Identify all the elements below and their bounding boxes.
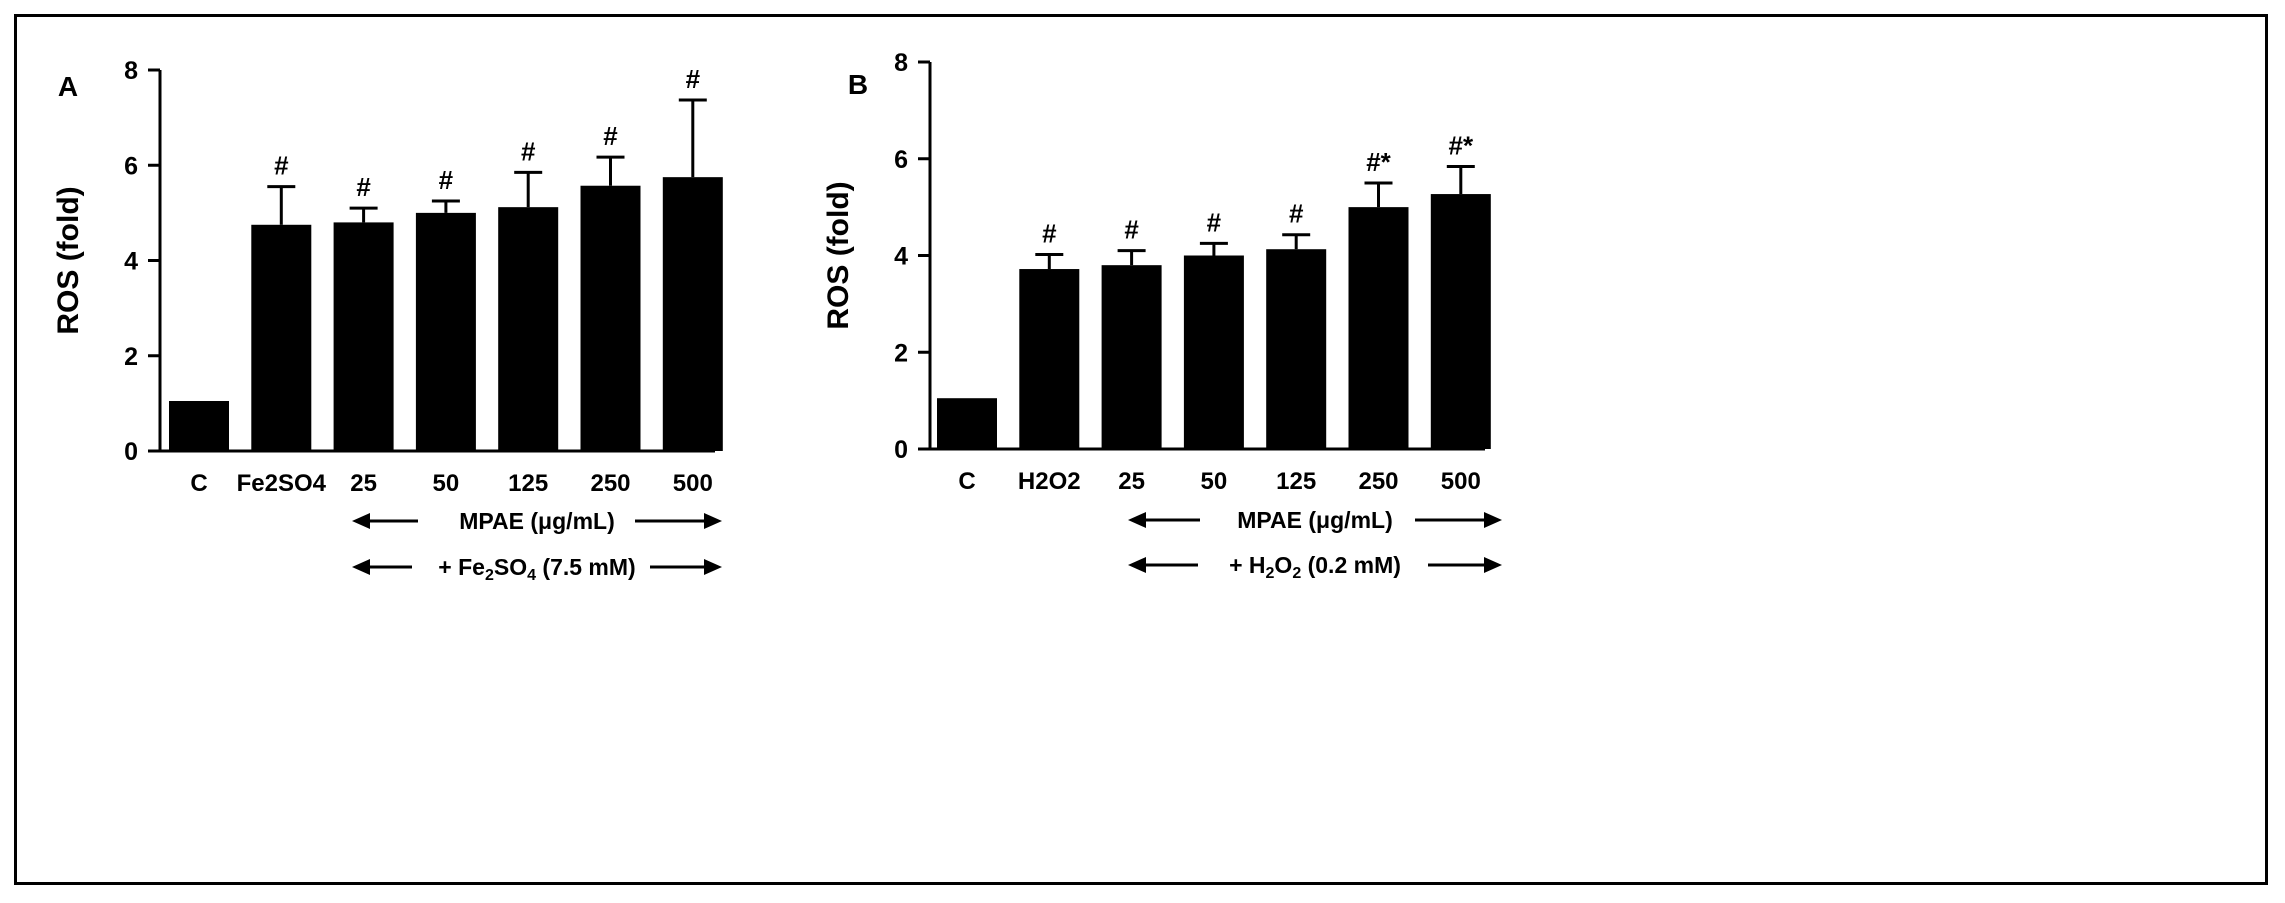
cotreatment-label-part: (0.2 mM) — [1301, 552, 1401, 578]
cotreatment-label-part: (7.5 mM) — [536, 554, 636, 580]
y-tick-label: 4 — [124, 248, 138, 276]
x-tick-label: C — [958, 468, 975, 495]
cotreatment-bracket-left-arrowhead — [352, 559, 370, 575]
x-tick-label-part: 2 — [1067, 468, 1080, 495]
treatment-bracket-label: MPAE (μg/mL) — [459, 508, 614, 534]
panel-label: A — [58, 71, 78, 102]
significance-mark: # — [439, 165, 454, 195]
significance-mark: # — [1042, 219, 1057, 249]
treatment-bracket-label: MPAE (μg/mL) — [1237, 507, 1392, 533]
bar — [662, 177, 723, 451]
bar — [415, 212, 476, 451]
bar — [169, 400, 229, 451]
x-tick-label-part: 2 — [1035, 468, 1048, 495]
significance-mark: # — [1124, 215, 1139, 245]
x-tick-label: 250 — [1358, 468, 1398, 495]
cotreatment-bracket-label: + Fe2SO4 (7.5 mM) — [438, 554, 635, 584]
y-tick-label: 8 — [124, 57, 138, 85]
significance-mark: #* — [1449, 130, 1474, 160]
cotreatment-bracket-right-arrowhead — [1484, 557, 1502, 573]
x-tick-label: 125 — [1276, 468, 1316, 495]
y-tick-label: 6 — [124, 152, 138, 180]
x-tick-label: 50 — [433, 470, 460, 497]
treatment-bracket-right-arrowhead — [704, 513, 722, 529]
cotreatment-label-subscript: 2 — [485, 567, 494, 584]
significance-mark: # — [356, 172, 371, 202]
x-tick-label-part: 2 — [265, 470, 278, 497]
treatment-bracket-left-arrowhead — [352, 513, 370, 529]
bar — [937, 398, 997, 449]
x-tick-label: C — [190, 470, 207, 497]
panel-label: B — [848, 69, 868, 100]
cotreatment-label-subscript: 2 — [1292, 565, 1301, 582]
significance-mark: # — [521, 136, 536, 166]
bar — [1266, 249, 1327, 449]
cotreatment-bracket-label: + H2O2 (0.2 mM) — [1229, 552, 1401, 582]
y-axis-title: ROS (fold) — [822, 181, 855, 329]
bar — [251, 224, 312, 451]
x-tick-label: 250 — [590, 470, 630, 497]
x-tick-label-part: SO — [278, 470, 313, 497]
cotreatment-label-part: + Fe — [438, 554, 485, 580]
treatment-bracket-left-arrowhead — [1128, 512, 1146, 528]
y-tick-label: 0 — [894, 436, 908, 464]
bar — [498, 207, 559, 451]
bar — [1183, 255, 1244, 449]
y-tick-label: 8 — [894, 49, 908, 77]
y-tick-label: 0 — [124, 438, 138, 466]
x-tick-label-part: H — [1018, 468, 1035, 495]
x-tick-label: 500 — [673, 470, 713, 497]
x-tick-label: 125 — [508, 470, 548, 497]
x-tick-label: 50 — [1201, 468, 1228, 495]
bar — [1430, 194, 1491, 449]
significance-mark: # — [1289, 199, 1304, 229]
significance-mark: # — [686, 64, 701, 94]
cotreatment-label-subscript: 2 — [1266, 565, 1275, 582]
bar — [1101, 265, 1162, 449]
x-tick-label: 25 — [1118, 468, 1145, 495]
x-tick-label-part: 4 — [313, 470, 327, 497]
significance-mark: #* — [1366, 147, 1391, 177]
x-tick-label: 25 — [350, 470, 377, 497]
y-tick-label: 6 — [894, 146, 908, 174]
bar — [1348, 207, 1409, 449]
cotreatment-bracket-left-arrowhead — [1128, 557, 1146, 573]
cotreatment-bracket-right-arrowhead — [704, 559, 722, 575]
cotreatment-label-subscript: 4 — [527, 567, 536, 584]
significance-mark: # — [274, 151, 289, 181]
x-tick-label-part: O — [1049, 468, 1068, 495]
significance-mark: # — [603, 121, 618, 151]
cotreatment-label-part: O — [1274, 552, 1292, 578]
treatment-bracket-right-arrowhead — [1484, 512, 1502, 528]
x-tick-label: 500 — [1441, 468, 1481, 495]
bar — [333, 222, 394, 451]
cotreatment-label-part: SO — [494, 554, 527, 580]
y-tick-label: 2 — [124, 343, 138, 371]
bar — [580, 185, 641, 451]
cotreatment-label-part: + H — [1229, 552, 1265, 578]
y-tick-label: 4 — [894, 243, 908, 271]
bar — [1019, 269, 1080, 449]
significance-mark: # — [1207, 207, 1222, 237]
y-axis-title: ROS (fold) — [52, 186, 85, 334]
y-tick-label: 2 — [894, 339, 908, 367]
x-tick-label: H2O2 — [1018, 468, 1081, 495]
x-tick-label-part: Fe — [237, 470, 265, 497]
x-tick-label: Fe2SO4 — [237, 470, 327, 497]
